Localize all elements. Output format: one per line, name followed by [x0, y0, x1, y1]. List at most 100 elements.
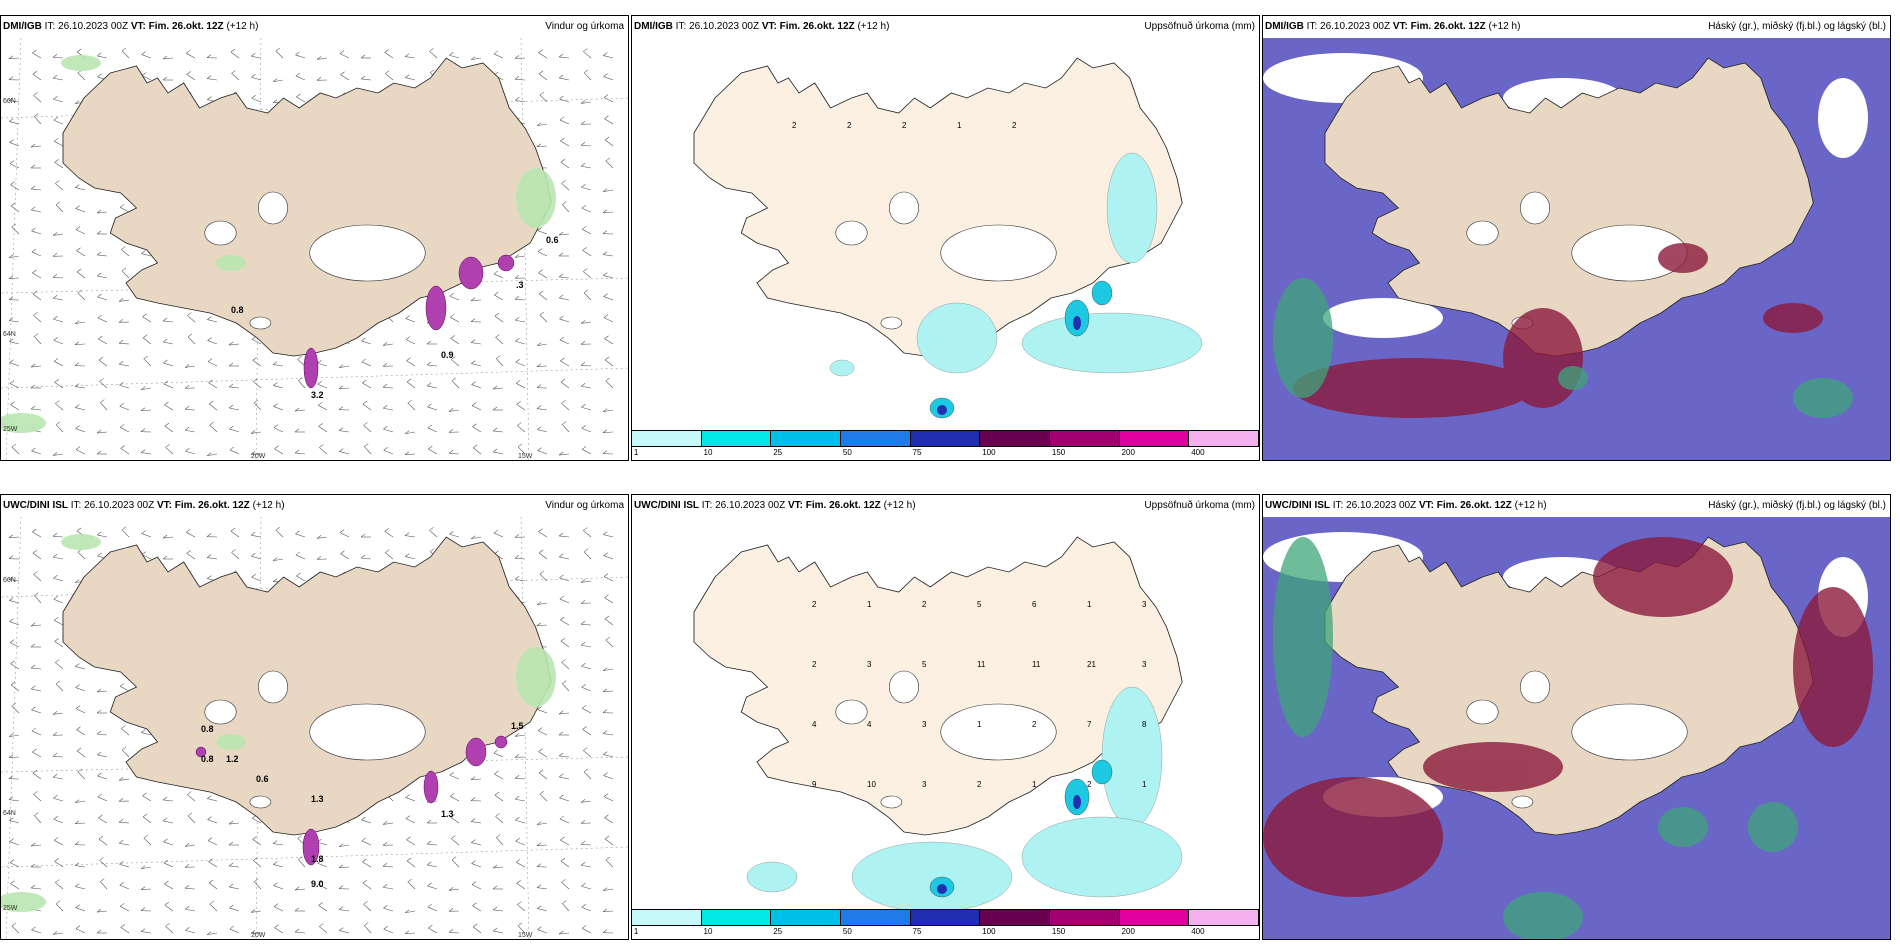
wind-barb-flag	[559, 336, 565, 341]
wind-barb-flag	[9, 380, 15, 384]
wind-barb-flag	[98, 814, 103, 819]
wind-barb	[273, 364, 284, 367]
wind-barb-flag	[141, 51, 146, 55]
coastline	[62, 57, 552, 357]
wind-barb-flag	[30, 185, 36, 190]
wind-barb	[296, 96, 306, 103]
wind-barb-flag	[75, 446, 81, 450]
wind-barb-flag	[31, 926, 36, 931]
wind-barb-flag	[76, 48, 82, 53]
wind-barb	[317, 362, 328, 367]
wind-barb-flag	[338, 843, 344, 847]
precip-value-label: 0.8	[201, 754, 214, 764]
wind-barb-flag	[10, 660, 15, 664]
panel-cloud-row1: DMI/IGB IT: 26.10.2023 00Z VT: Fim. 26.o…	[1262, 15, 1891, 461]
cloud-map[interactable]	[1263, 517, 1891, 940]
wind-barb-flag	[581, 446, 587, 450]
wind-barb	[406, 360, 416, 367]
cloud-map[interactable]	[1263, 38, 1891, 461]
precip-map[interactable]: 2 1 2 5 6 1 32 3 5 11 11 21 34 4 3 1 2 7 89 10 3 2 1 2 1	[632, 517, 1260, 911]
wind-barb	[604, 618, 614, 626]
wind-barb-flag	[471, 381, 476, 385]
wind-barb-flag	[8, 576, 14, 580]
wind-barb-flag	[273, 882, 278, 886]
glacier-myrdalsjokull	[249, 795, 272, 809]
lat-label: 66N	[3, 98, 16, 105]
wind-barb-flag	[162, 317, 168, 322]
wind-barb	[53, 756, 64, 758]
wind-barb	[427, 406, 438, 411]
wind-barb	[405, 556, 416, 560]
wind-barb-flag	[537, 227, 542, 231]
wind-barb-flag	[407, 878, 412, 883]
coastline	[693, 536, 1183, 836]
wind-barb-flag	[382, 384, 388, 388]
wind-barb	[559, 712, 570, 715]
wind-barb-flag	[11, 922, 16, 927]
wind-barb-flag	[560, 137, 565, 142]
wind-barb-flag	[537, 248, 543, 252]
wind-barb	[560, 619, 570, 626]
wind-barb	[229, 907, 240, 912]
wind-barb-flag	[74, 841, 80, 845]
wind-barb-flag	[536, 342, 542, 346]
wind-barb-flag	[55, 180, 60, 184]
wind-barb-flag	[250, 532, 256, 536]
grid-line	[520, 38, 530, 460]
precip-map[interactable]: 2 2 2 1 2	[632, 38, 1260, 432]
wind-barb	[75, 343, 86, 345]
wind-barb	[164, 904, 174, 912]
legend-swatch	[980, 910, 1051, 925]
precip-value-label: 2	[812, 600, 817, 609]
wind-barb	[31, 624, 42, 627]
wind-barb-flag	[558, 53, 564, 58]
precip-value-label: 2	[1087, 780, 1092, 789]
wind-barb-flag	[250, 53, 256, 57]
legend-swatch	[1119, 431, 1190, 446]
wind-barb-flag	[496, 355, 501, 359]
wind-barb	[559, 556, 570, 560]
wind-barb-flag	[580, 799, 586, 803]
wind-barb	[361, 819, 372, 824]
wind-barb	[251, 76, 262, 81]
wind-barb-flag	[272, 361, 278, 365]
glacier-langjokull	[888, 670, 920, 704]
wind-barb	[472, 905, 482, 912]
precip-core	[1073, 795, 1081, 809]
low-cloud-area	[1658, 807, 1708, 847]
precip-value-label: 0.6	[256, 774, 269, 784]
wind-barb	[207, 798, 218, 802]
wind-barb	[559, 77, 570, 81]
wind-barb	[120, 427, 130, 433]
wind-barb	[317, 383, 328, 389]
wind-barb-flag	[99, 857, 104, 861]
wind-barb-flag	[449, 52, 454, 56]
wind-barb	[53, 598, 64, 604]
wind-barb	[339, 451, 350, 455]
wind-barb	[163, 320, 174, 323]
lon-label: 25W	[3, 905, 18, 912]
lead-time: (+12 h)	[857, 21, 890, 32]
legend-tick: 100	[982, 927, 996, 936]
wind-barb-flag	[580, 642, 586, 646]
wind-barb	[186, 74, 196, 81]
wind-barb	[98, 817, 108, 824]
wind-barb	[9, 57, 20, 59]
wind-barb	[537, 343, 548, 347]
wind-map[interactable]: 0.8 0.8 1.2 0.6 1.3 1.3 1.5 1.8 9.0	[1, 517, 629, 940]
wind-barb-flag	[406, 836, 411, 840]
wind-barb	[405, 818, 416, 824]
wind-barb	[537, 730, 548, 736]
wind-barb-flag	[253, 857, 258, 861]
wind-barb-flag	[604, 115, 609, 119]
wind-barb	[515, 255, 526, 258]
wind-map[interactable]: 0.6 .3 0.8 0.9 3.2	[1, 38, 629, 461]
wind-barb-flag	[605, 157, 610, 162]
lead-time: (+12 h)	[883, 500, 916, 511]
wind-barb-flag	[603, 793, 609, 797]
wind-barb-flag	[539, 570, 544, 575]
wind-barb-flag	[97, 751, 102, 756]
wind-barb	[538, 531, 548, 538]
wind-barb	[141, 253, 152, 257]
wind-barb	[559, 598, 570, 604]
